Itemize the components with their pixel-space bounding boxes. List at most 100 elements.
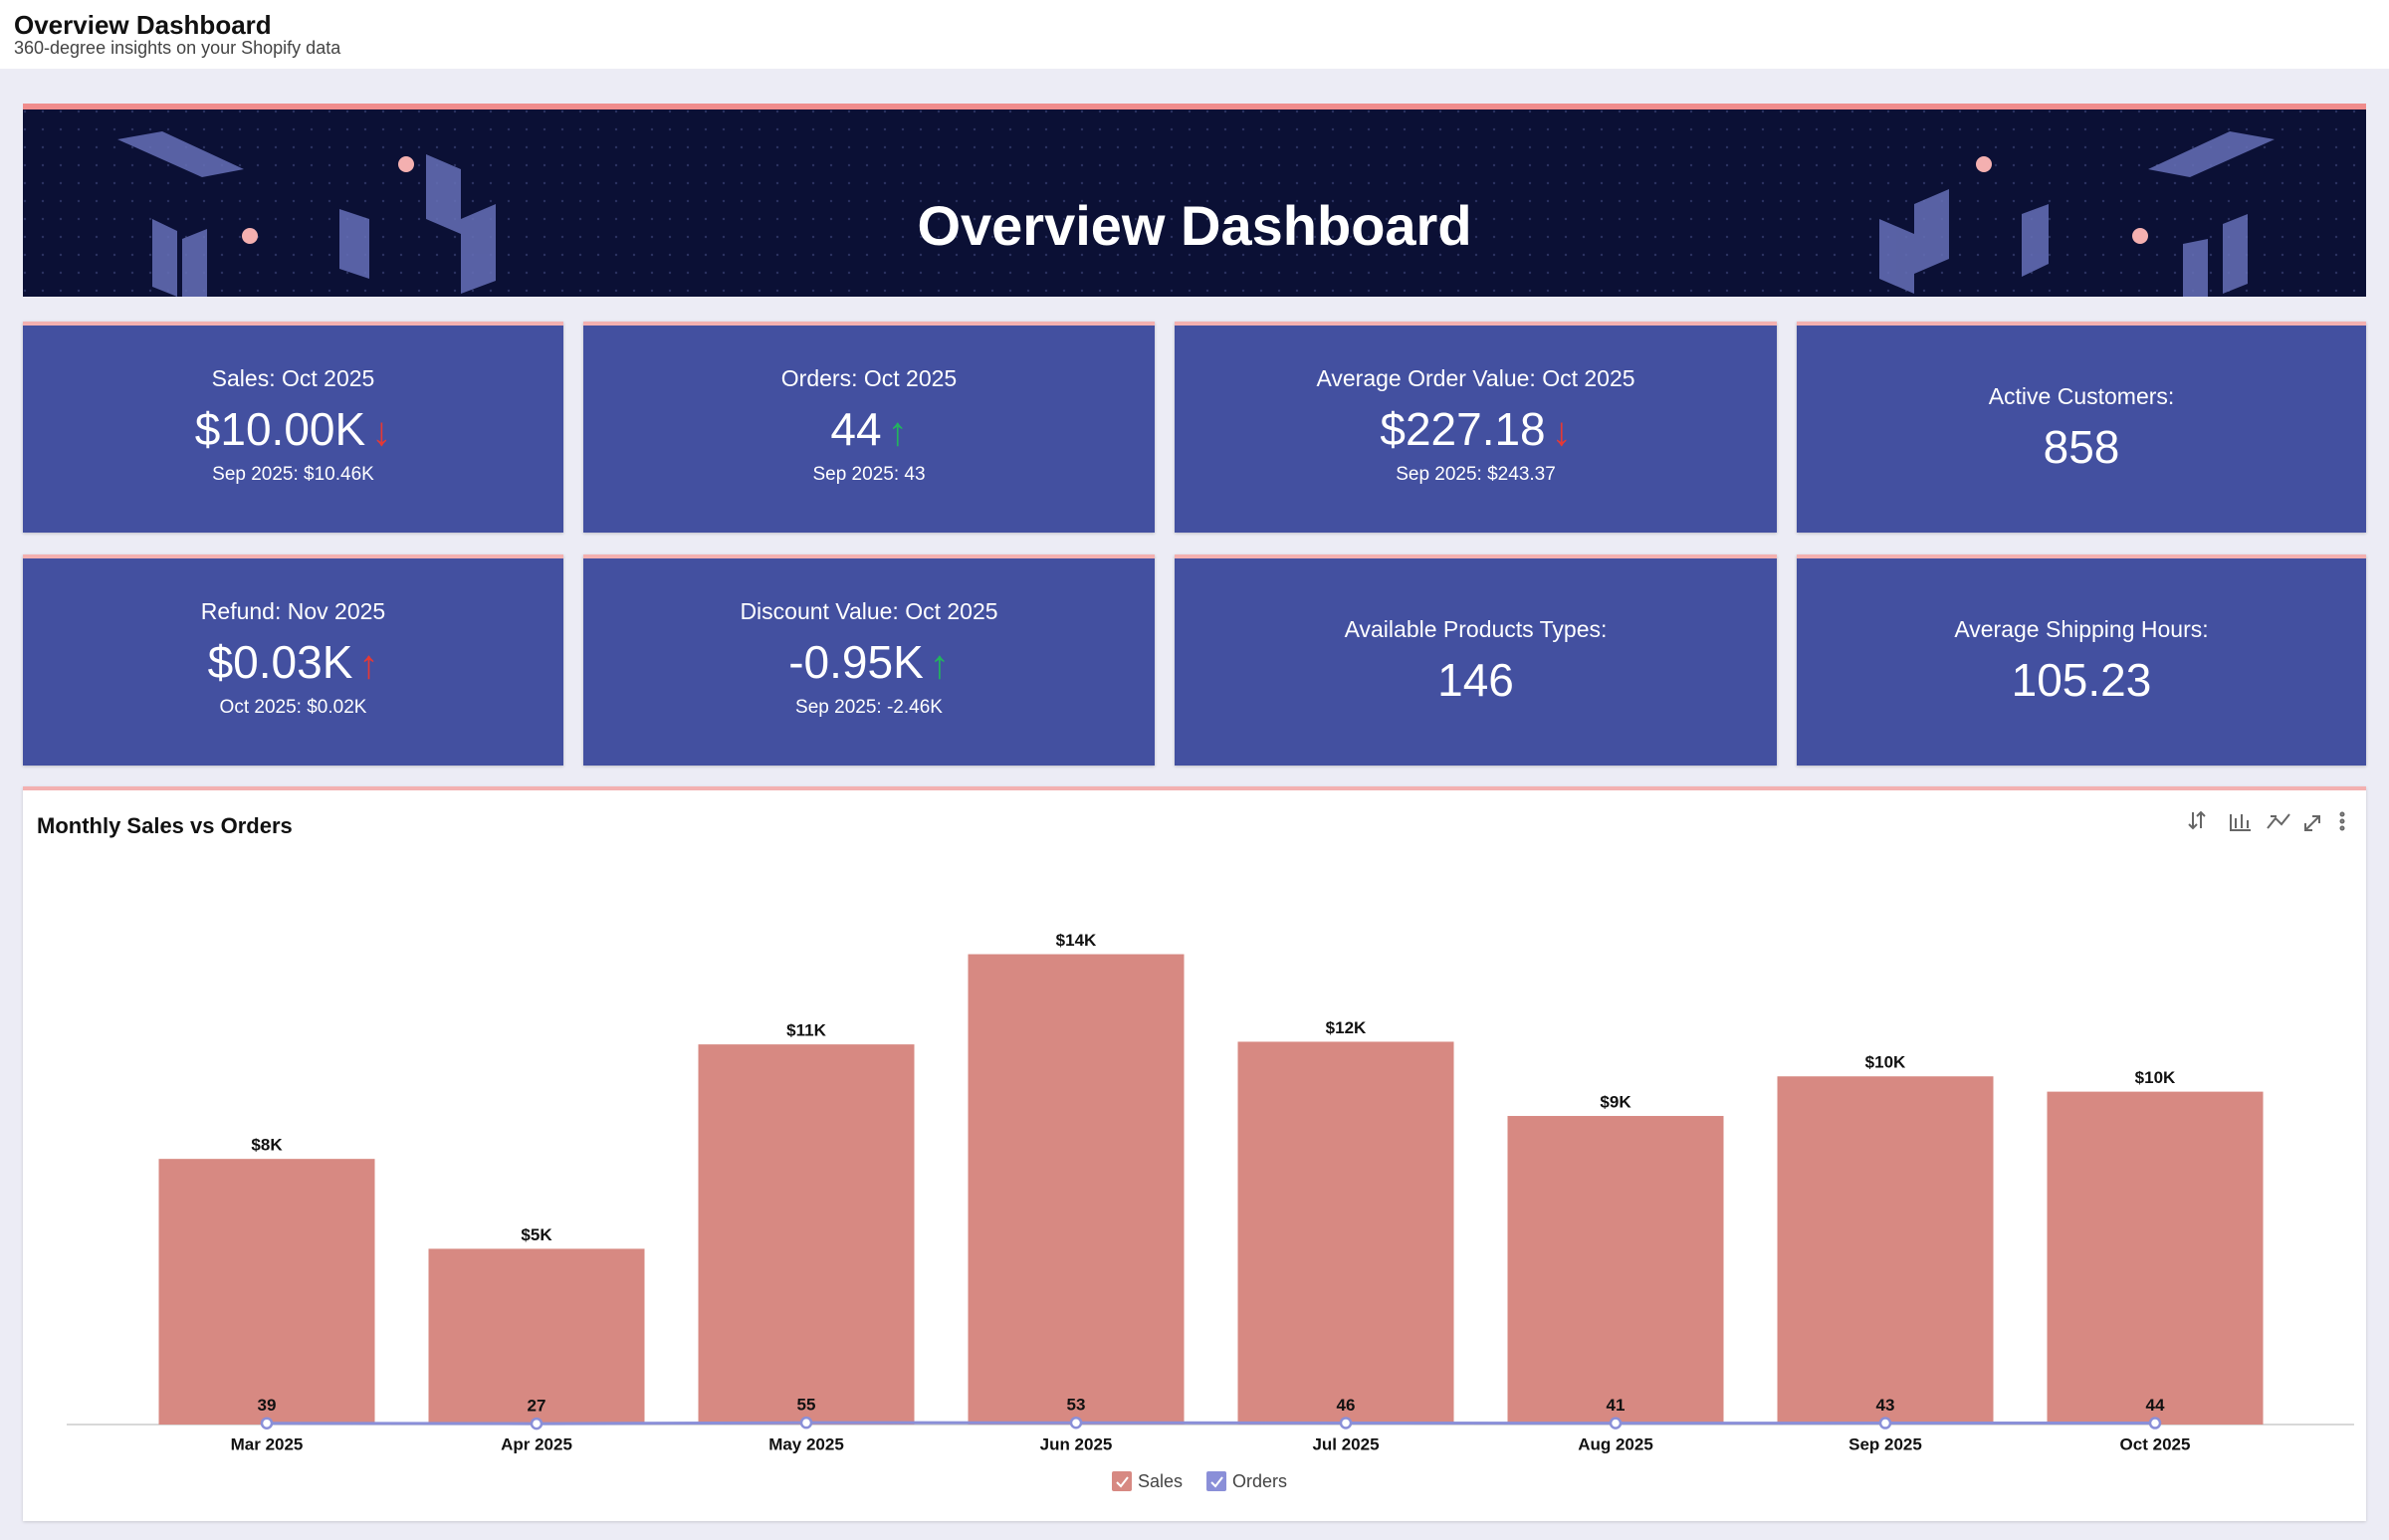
line-point xyxy=(260,1417,274,1430)
page-title: Overview Dashboard xyxy=(14,10,272,40)
line-label: 55 xyxy=(797,1396,816,1415)
kpi-value-row: $0.03K ↑ xyxy=(23,635,563,689)
kpi-card: Average Shipping Hours: 105.23 xyxy=(1797,554,2366,766)
line-label: 27 xyxy=(528,1397,546,1416)
bar xyxy=(1237,1041,1454,1425)
page-subtitle: 360-degree insights on your Shopify data xyxy=(14,38,341,58)
kpi-value-row: $227.18 ↓ xyxy=(1175,402,1777,456)
kpi-previous: Sep 2025: -2.46K xyxy=(795,697,943,718)
x-tick-label: Mar 2025 xyxy=(231,1434,304,1453)
kpi-value-row: 858 xyxy=(1797,420,2366,474)
bar-label: $10K xyxy=(2135,1068,2176,1087)
bar xyxy=(1777,1076,1994,1425)
x-tick-label: Apr 2025 xyxy=(501,1434,572,1453)
legend-swatch xyxy=(1112,1471,1132,1491)
kpi-title: Available Products Types: xyxy=(1344,616,1608,642)
bar xyxy=(428,1248,645,1425)
kpi-previous: Sep 2025: $243.37 xyxy=(1396,464,1556,485)
bar-label: $5K xyxy=(521,1225,552,1244)
banner: Overview Dashboard xyxy=(23,104,2366,297)
line-label: 44 xyxy=(2146,1396,2165,1415)
kpi-card: Active Customers: 858 xyxy=(1797,322,2366,533)
kpi-title: Average Order Value: Oct 2025 xyxy=(1316,365,1635,391)
line-point xyxy=(2148,1417,2162,1430)
line-point xyxy=(530,1417,543,1430)
line-point xyxy=(799,1416,813,1430)
line-label: 46 xyxy=(1337,1396,1356,1415)
kpi-previous: Sep 2025: $10.46K xyxy=(212,464,374,485)
kpi-value: $0.03K xyxy=(207,636,353,688)
kpi-value-row: 44 ↑ xyxy=(583,402,1155,456)
chart-toolbar[interactable] xyxy=(2188,810,2345,831)
kpi-card: Available Products Types: 146 xyxy=(1175,554,1777,766)
kpi-title: Refund: Nov 2025 xyxy=(200,598,386,624)
kpi-value-row: 146 xyxy=(1175,653,1777,707)
line-label: 43 xyxy=(1876,1396,1895,1415)
legend-check xyxy=(1116,1476,1129,1488)
kpi-card: Sales: Oct 2025 $10.00K ↓ Sep 2025: $10.46K xyxy=(23,322,563,533)
kpi-title: Sales: Oct 2025 xyxy=(211,365,375,391)
kpi-value: -0.95K xyxy=(788,636,924,688)
line-point xyxy=(1339,1417,1353,1430)
bar xyxy=(158,1159,375,1425)
chart: Monthly Sales vs Orders $8K $5K $11K $14K $1… xyxy=(37,810,2354,1491)
kpi-value: 105.23 xyxy=(2011,654,2152,706)
legend-swatch xyxy=(1206,1471,1227,1491)
x-tick-label: Jun 2025 xyxy=(1040,1434,1113,1453)
line-point xyxy=(1069,1416,1083,1430)
bar-label: $8K xyxy=(251,1136,283,1155)
top-bar: Overview Dashboard 360-degree insights o… xyxy=(0,0,2389,69)
legend-label: Sales xyxy=(1138,1471,1183,1491)
kpi-value: 44 xyxy=(830,403,882,455)
kpi-previous: Sep 2025: 43 xyxy=(812,464,926,485)
line-label: 39 xyxy=(258,1396,277,1415)
kpi-card: Orders: Oct 2025 44 ↑ Sep 2025: 43 xyxy=(583,322,1155,533)
trend-arrow: ↑ xyxy=(887,410,908,454)
bar-label: $14K xyxy=(1056,931,1097,950)
trend-arrow: ↑ xyxy=(358,643,379,687)
line-label: 53 xyxy=(1067,1396,1086,1415)
kpi-card: Average Order Value: Oct 2025 $227.18 ↓ Sep… xyxy=(1175,322,1777,533)
bar xyxy=(1507,1116,1724,1425)
banner-art: Overview Dashboard xyxy=(23,110,2366,297)
kpi-value-row: $10.00K ↓ xyxy=(23,402,563,456)
line xyxy=(266,1421,2156,1426)
banner-title: Overview Dashboard xyxy=(917,194,1471,257)
bar-label: $9K xyxy=(1600,1093,1631,1112)
x-tick-label: May 2025 xyxy=(768,1434,844,1453)
legend-check xyxy=(1210,1476,1223,1488)
x-tick-label: Aug 2025 xyxy=(1578,1434,1653,1453)
x-tick-label: Oct 2025 xyxy=(2120,1434,2191,1453)
bar xyxy=(698,1044,915,1425)
bar xyxy=(968,954,1185,1425)
legend-label: Orders xyxy=(1232,1471,1287,1491)
kpi-previous: Oct 2025: $0.02K xyxy=(219,697,367,718)
kpi-value-row: 105.23 xyxy=(1797,653,2366,707)
kpi-value: 858 xyxy=(2043,421,2120,473)
kpi-card: Refund: Nov 2025 $0.03K ↑ Oct 2025: $0.02K xyxy=(23,554,563,766)
kpi-value: $227.18 xyxy=(1380,403,1546,455)
trend-arrow: ↓ xyxy=(371,410,392,454)
kpi-value: 146 xyxy=(1437,654,1514,706)
trend-arrow: ↓ xyxy=(1551,410,1572,454)
x-tick-label: Sep 2025 xyxy=(1848,1434,1922,1453)
bar-label: $11K xyxy=(786,1021,826,1040)
chart-panel: Monthly Sales vs Orders $8K $5K $11K $14K $1… xyxy=(23,786,2366,1521)
x-tick-label: Jul 2025 xyxy=(1312,1434,1379,1453)
kpi-card: Discount Value: Oct 2025 -0.95K ↑ Sep 2025:… xyxy=(583,554,1155,766)
bar-label: $12K xyxy=(1326,1018,1367,1037)
trend-arrow: ↑ xyxy=(929,643,950,687)
kpi-title: Discount Value: Oct 2025 xyxy=(740,598,998,624)
kpi-value: $10.00K xyxy=(194,403,366,455)
bar-label: $10K xyxy=(1865,1053,1906,1072)
line-point xyxy=(1609,1417,1623,1430)
kpi-title: Active Customers: xyxy=(1988,383,2175,409)
kpi-title: Average Shipping Hours: xyxy=(1954,616,2209,642)
chart-title: Monthly Sales vs Orders xyxy=(37,813,293,838)
kpi-title: Orders: Oct 2025 xyxy=(780,365,958,391)
bar xyxy=(2047,1091,2264,1425)
line-point xyxy=(1878,1417,1892,1430)
kpi-value-row: -0.95K ↑ xyxy=(583,635,1155,689)
line-label: 41 xyxy=(1607,1396,1626,1415)
